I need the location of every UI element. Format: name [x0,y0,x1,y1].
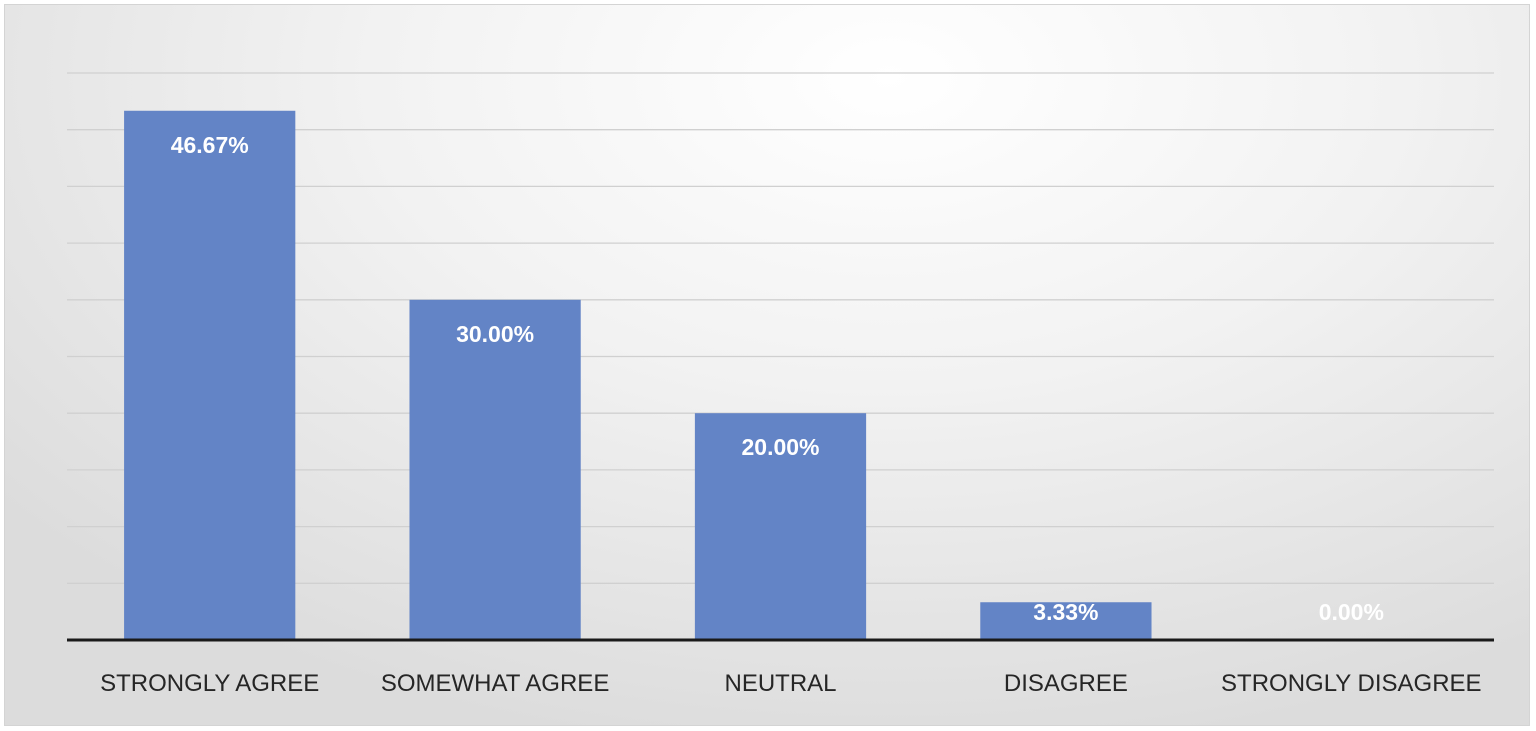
data-label: 46.67% [171,132,249,158]
category-label: STRONGLY AGREE [100,670,319,697]
data-labels: 46.67% 30.00% 20.00% 3.33% 0.00% [171,132,1384,625]
category-label: SOMEWHAT AGREE [381,670,609,697]
bar [694,413,867,640]
category-label: NEUTRAL [724,670,836,697]
bar [124,110,296,640]
category-label: STRONGLY DISAGREE [1221,670,1482,697]
bar [980,602,1152,640]
bar [409,299,581,640]
category-labels: STRONGLY AGREE SOMEWHAT AGREE NEUTRAL DISAG… [100,670,1481,697]
gridlines [67,72,1494,584]
bars [124,110,1152,640]
category-label: DISAGREE [1004,670,1128,697]
data-label: 20.00% [741,434,819,460]
data-label: 3.33% [1033,599,1098,625]
data-label: 0.00% [1319,599,1384,625]
data-label: 30.00% [456,321,534,347]
